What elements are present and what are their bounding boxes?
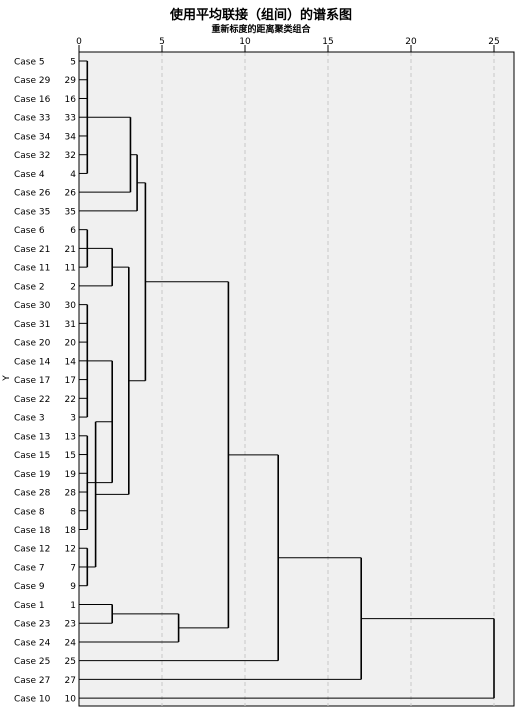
case-label: Case 12	[14, 545, 50, 555]
leaf-number: 30	[65, 301, 77, 311]
case-label: Case 32	[14, 151, 50, 161]
leaf-number: 31	[65, 320, 76, 330]
dendrogram-links	[79, 60, 495, 699]
x-tick-label: 20	[405, 37, 417, 47]
leaf-number: 34	[65, 132, 77, 142]
case-label: Case 18	[14, 526, 51, 536]
case-label: Case 23	[14, 620, 50, 630]
case-label: Case 6	[14, 226, 45, 236]
case-label: Case 13	[14, 432, 50, 442]
case-label: Case 26	[14, 189, 51, 199]
case-label: Case 34	[14, 132, 51, 142]
case-label: Case 8	[14, 507, 45, 517]
leaf-number: 12	[65, 545, 76, 555]
leaf-number: 22	[65, 395, 76, 405]
leaf-number: 3	[70, 414, 76, 424]
case-label: Case 7	[14, 563, 45, 573]
leaf-number: 23	[65, 620, 76, 630]
leaf-number: 15	[65, 451, 76, 461]
case-label: Case 30	[14, 301, 51, 311]
case-label: Case 21	[14, 245, 50, 255]
leaf-number: 16	[65, 95, 77, 105]
leaf-number: 18	[65, 526, 77, 536]
case-label: Case 29	[14, 76, 51, 86]
case-label: Case 2	[14, 282, 45, 292]
leaf-number: 1	[70, 601, 76, 611]
leaf-number: 17	[65, 376, 76, 386]
leaf-number: 13	[65, 432, 76, 442]
x-tick-label: 5	[159, 37, 165, 47]
leaf-number: 26	[65, 189, 77, 199]
leaf-number: 9	[70, 582, 76, 592]
case-label: Case 1	[14, 601, 45, 611]
y-axis-label: Y	[2, 375, 12, 382]
chart-title: 使用平均联接（组间）的谱系图	[169, 8, 352, 23]
x-tick-label: 0	[76, 37, 82, 47]
case-label: Case 10	[14, 695, 51, 705]
x-axis-ticks: 0 5 10 15 20 25	[76, 37, 514, 53]
case-label: Case 28	[14, 489, 51, 499]
case-label: Case 11	[14, 264, 50, 274]
grid-lines	[161, 52, 495, 706]
case-label: Case 4	[14, 170, 45, 180]
leaf-number: 10	[65, 695, 77, 705]
case-label: Case 22	[14, 395, 50, 405]
leaf-number: 27	[65, 676, 76, 686]
leaf-number: 21	[65, 245, 76, 255]
case-label: Case 27	[14, 676, 50, 686]
leaf-number: 32	[65, 151, 76, 161]
leaf-number: 19	[65, 470, 77, 480]
case-label: Case 35	[14, 207, 50, 217]
leaf-number: 2	[70, 282, 76, 292]
leaf-number: 8	[70, 507, 76, 517]
case-label: Case 14	[14, 357, 51, 367]
case-label: Case 9	[14, 582, 45, 592]
leaf-number: 11	[65, 264, 76, 274]
x-tick-label: 15	[322, 37, 333, 47]
leaf-number: 4	[70, 170, 76, 180]
case-label: Case 5	[14, 58, 45, 68]
leaf-number: 28	[65, 489, 77, 499]
case-label: Case 33	[14, 114, 50, 124]
x-tick-label: 25	[488, 37, 499, 47]
case-label: Case 24	[14, 638, 51, 648]
case-label: Case 3	[14, 414, 45, 424]
leaf-number: 29	[65, 76, 77, 86]
chart-subtitle: 重新标度的距离聚类组合	[211, 25, 311, 35]
case-label: Case 25	[14, 657, 50, 667]
leaf-number: 35	[65, 207, 76, 217]
case-label: Case 31	[14, 320, 50, 330]
leaf-number: 6	[70, 226, 76, 236]
case-label: Case 17	[14, 376, 50, 386]
leaf-number: 25	[65, 657, 76, 667]
case-label: Case 15	[14, 451, 50, 461]
leaf-number: 20	[65, 339, 77, 349]
leaf-number: 24	[65, 638, 77, 648]
case-label: Case 16	[14, 95, 51, 105]
x-tick-label: 10	[239, 37, 251, 47]
case-label: Case 19	[14, 470, 51, 480]
case-label: Case 20	[14, 339, 51, 349]
leaf-number: 14	[65, 357, 77, 367]
leaf-number: 5	[70, 58, 76, 68]
leaf-number: 33	[65, 114, 76, 124]
plot-area	[78, 51, 515, 707]
leaf-number: 7	[70, 563, 76, 573]
